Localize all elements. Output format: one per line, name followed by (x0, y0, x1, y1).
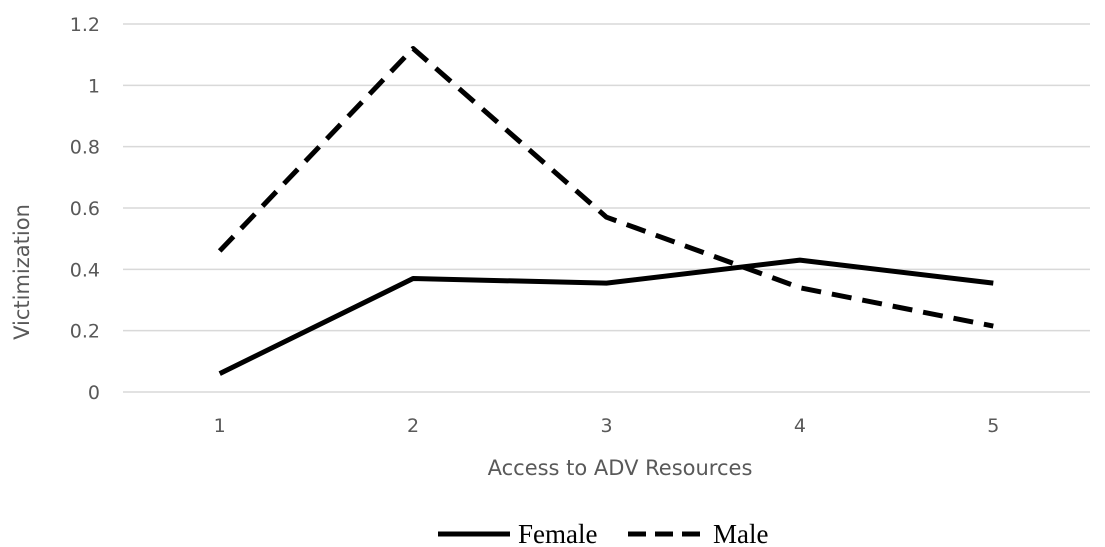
series-line-male (217, 46, 994, 329)
gridlines (123, 23, 1090, 393)
y-tick-label: 0.8 (70, 137, 100, 159)
y-tick-label: 0.2 (70, 321, 100, 343)
x-tick-label: 1 (214, 415, 226, 437)
x-tick-label: 2 (407, 415, 419, 437)
series-lines (217, 46, 994, 376)
y-axis-title: Victimization (10, 204, 34, 340)
legend: Female Male (438, 519, 768, 547)
legend-label-male: Male (713, 519, 768, 547)
x-tick-label: 3 (600, 415, 612, 437)
x-axis-title: Access to ADV Resources (488, 456, 753, 480)
y-tick-labels: 0 0.2 0.4 0.6 0.8 1 1.2 (70, 14, 100, 404)
legend-label-female: Female (518, 519, 597, 547)
y-tick-label: 1 (88, 75, 100, 97)
y-tick-label: 0.6 (70, 198, 100, 220)
series-line-female (218, 257, 994, 376)
x-tick-label: 5 (987, 415, 999, 437)
y-tick-label: 1.2 (70, 14, 100, 36)
y-tick-label: 0.4 (70, 259, 100, 281)
x-tick-label: 4 (794, 415, 806, 437)
x-tick-labels: 1 2 3 4 5 (214, 415, 1000, 437)
y-tick-label: 0 (88, 382, 100, 404)
